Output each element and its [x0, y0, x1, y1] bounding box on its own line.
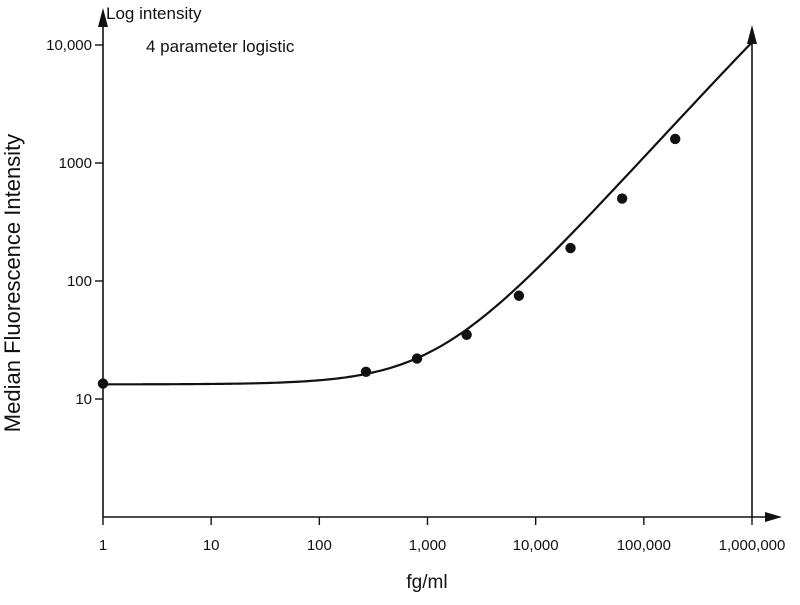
x-tick-label: 10: [203, 537, 220, 554]
data-point: [616, 193, 628, 204]
y-tick-label: 100: [67, 273, 92, 290]
x-tick-label: 1,000,000: [719, 537, 786, 554]
y-tick-label: 10,000: [46, 37, 92, 54]
chart-subtitle: 4 parameter logistic: [146, 37, 295, 56]
data-point: [513, 290, 525, 301]
x-tick-label: 100,000: [617, 537, 671, 554]
x-tick-label: 1,000: [409, 537, 447, 554]
y-tick-label: 10: [75, 391, 92, 408]
data-point: [97, 378, 109, 389]
data-point: [670, 133, 681, 145]
x-tick-label: 10,000: [513, 537, 559, 554]
chart-title: Log intensity: [106, 4, 202, 23]
x-tick-label: 1: [99, 537, 107, 554]
x-tick-label: 100: [307, 537, 332, 554]
data-point: [411, 353, 423, 364]
y-axis-arrow: [98, 8, 108, 27]
x-axis-arrow: [765, 512, 782, 522]
fit-curve: [103, 41, 753, 386]
data-points-layer: [97, 133, 681, 389]
fit-curve-layer: [103, 41, 753, 386]
y-axis-title: Median Fluorescence Intensity: [0, 134, 25, 432]
data-point: [461, 329, 472, 340]
right-axis-arrow: [747, 25, 757, 44]
x-axis-title: fg/ml: [406, 572, 447, 593]
y-tick-label: 1000: [59, 155, 92, 172]
data-point: [565, 242, 576, 254]
labels-layer: Log intensity 4 parameter logistic fg/ml…: [0, 4, 448, 593]
data-point: [360, 366, 372, 378]
axes: 1 10 100 1,000 10,000 100,000 1,000,000 10 100 10…: [46, 8, 785, 554]
